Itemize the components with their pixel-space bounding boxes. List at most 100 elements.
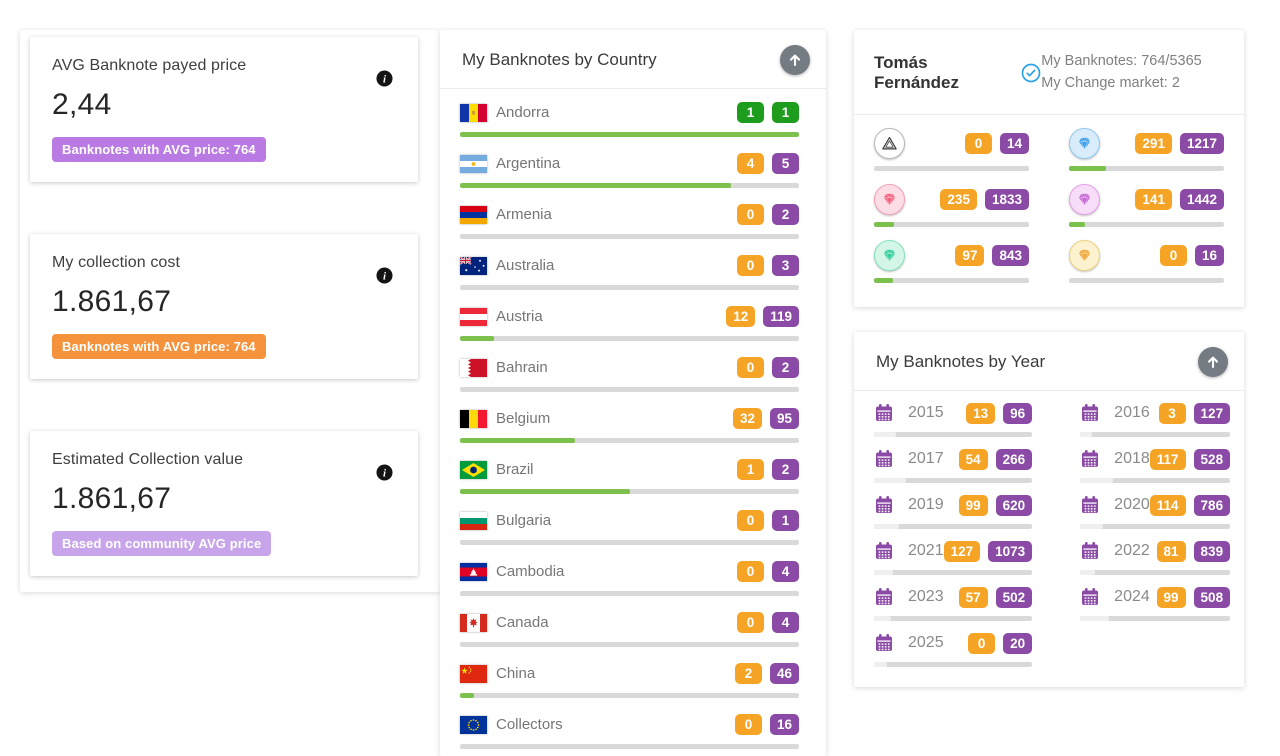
owned-badge: 3 (1158, 402, 1186, 424)
info-icon[interactable]: i (376, 464, 393, 481)
stat-card-value: 1.861,67 (52, 285, 172, 318)
country-name: Armenia (496, 206, 552, 223)
grade-row[interactable]: 0 16 (1069, 239, 1224, 283)
country-row[interactable]: Austria 12 119 (460, 293, 799, 344)
grade-row-line: 141 1442 (1069, 183, 1224, 215)
year-row[interactable]: 2025 0 20 (874, 632, 1033, 667)
progress-bar (1080, 569, 1231, 575)
owned-badge: 0 (737, 255, 764, 276)
country-row-line: Austria 12 119 (460, 306, 799, 327)
grade-row[interactable]: 291 1217 (1069, 127, 1224, 171)
year-row[interactable]: 2022 81 839 (1080, 540, 1231, 575)
progress-bar (460, 285, 799, 290)
progress-bar (460, 540, 799, 545)
year-row[interactable]: 2019 99 620 (874, 494, 1033, 529)
progress-bar (1080, 523, 1231, 529)
total-badge: 4 (772, 561, 799, 582)
badge-pair: 291 1217 (1135, 132, 1224, 154)
flag-icon-at (460, 307, 487, 326)
year-row[interactable]: 2016 3 127 (1080, 402, 1231, 437)
flag-icon-be (460, 409, 487, 428)
owned-badge: 13 (966, 402, 996, 424)
scroll-top-button[interactable] (1198, 346, 1228, 377)
blue-gem-icon (1069, 127, 1100, 159)
badge-pair: 0 20 (968, 632, 1033, 654)
year-label: 2019 (908, 496, 944, 513)
year-row[interactable]: 2015 13 96 (874, 402, 1033, 437)
year-row-line: 2024 99 508 (1080, 586, 1231, 608)
user-card: Tomás Fernández My Banknotes: 764/5365 M… (854, 30, 1244, 307)
magenta-gem-icon (1069, 183, 1100, 215)
progress-bar (874, 523, 1033, 529)
info-icon[interactable]: i (376, 267, 393, 284)
year-grid: 2015 13 96 2016 3 127 2017 54 266 2018 117 5… (854, 391, 1244, 687)
year-row[interactable]: 2017 54 266 (874, 448, 1033, 483)
progress-bar (460, 693, 799, 698)
badge-pair: 235 1833 (940, 188, 1029, 210)
badge-pair: 0 16 (734, 714, 799, 735)
year-label: 2016 (1114, 404, 1150, 421)
calendar-icon (1080, 541, 1100, 561)
yellow-gem-icon (1069, 239, 1100, 271)
owned-badge: 99 (1156, 586, 1186, 608)
flag-icon-cn (460, 664, 487, 683)
total-badge: 5 (772, 153, 799, 174)
grade-stats-grid: 0 14 291 1217 235 1833 141 1442 97 843 0 16 (854, 115, 1244, 307)
owned-badge: 12 (726, 306, 756, 327)
owned-badge: 141 (1135, 188, 1172, 210)
owned-badge: 97 (955, 244, 985, 266)
year-row[interactable]: 2024 99 508 (1080, 586, 1231, 621)
total-badge: 502 (995, 586, 1033, 608)
year-row[interactable]: 2018 117 528 (1080, 448, 1231, 483)
country-card-header: My Banknotes by Country (440, 30, 826, 89)
owned-badge: 0 (737, 510, 764, 531)
owned-badge: 127 (943, 540, 981, 562)
user-name[interactable]: Tomás Fernández (874, 51, 1041, 95)
country-row[interactable]: China 2 46 (460, 650, 799, 701)
calendar-icon (874, 633, 894, 653)
scroll-top-button[interactable] (780, 45, 810, 75)
owned-badge: 2 (734, 663, 762, 684)
info-icon[interactable]: i (376, 70, 393, 87)
total-badge: 786 (1193, 494, 1231, 516)
grade-row[interactable]: 0 14 (874, 127, 1029, 171)
owned-badge: 0 (968, 632, 996, 654)
total-badge: 16 (1194, 244, 1224, 266)
year-row[interactable]: 2023 57 502 (874, 586, 1033, 621)
progress-bar (1069, 165, 1224, 171)
year-row[interactable]: 2021 127 1073 (874, 540, 1033, 575)
stat-card-title: AVG Banknote payed price (52, 57, 247, 74)
badge-pair: 12 119 (726, 306, 799, 327)
year-row[interactable]: 2020 114 786 (1080, 494, 1231, 529)
badge-pair: 2 46 (734, 663, 799, 684)
total-badge: 2 (772, 459, 799, 480)
progress-bar (874, 569, 1033, 575)
total-badge: 508 (1193, 586, 1231, 608)
grade-row[interactable]: 235 1833 (874, 183, 1029, 227)
country-row[interactable]: Collectors 0 16 (460, 701, 799, 752)
progress-bar (460, 642, 799, 647)
badge-pair: 97 843 (955, 244, 1029, 266)
grade-row[interactable]: 97 843 (874, 239, 1029, 283)
year-label: 2022 (1114, 542, 1150, 559)
grade-row[interactable]: 141 1442 (1069, 183, 1224, 227)
total-badge: 14 (999, 132, 1029, 154)
svg-text:i: i (383, 270, 386, 282)
badge-pair: 13 96 (966, 402, 1033, 424)
total-badge: 266 (995, 448, 1033, 470)
country-row[interactable]: Belgium 32 95 (460, 395, 799, 446)
total-badge: 95 (769, 408, 799, 429)
stat-card-collection-cost: My collection cost i 1.861,67 Banknotes … (30, 234, 418, 379)
